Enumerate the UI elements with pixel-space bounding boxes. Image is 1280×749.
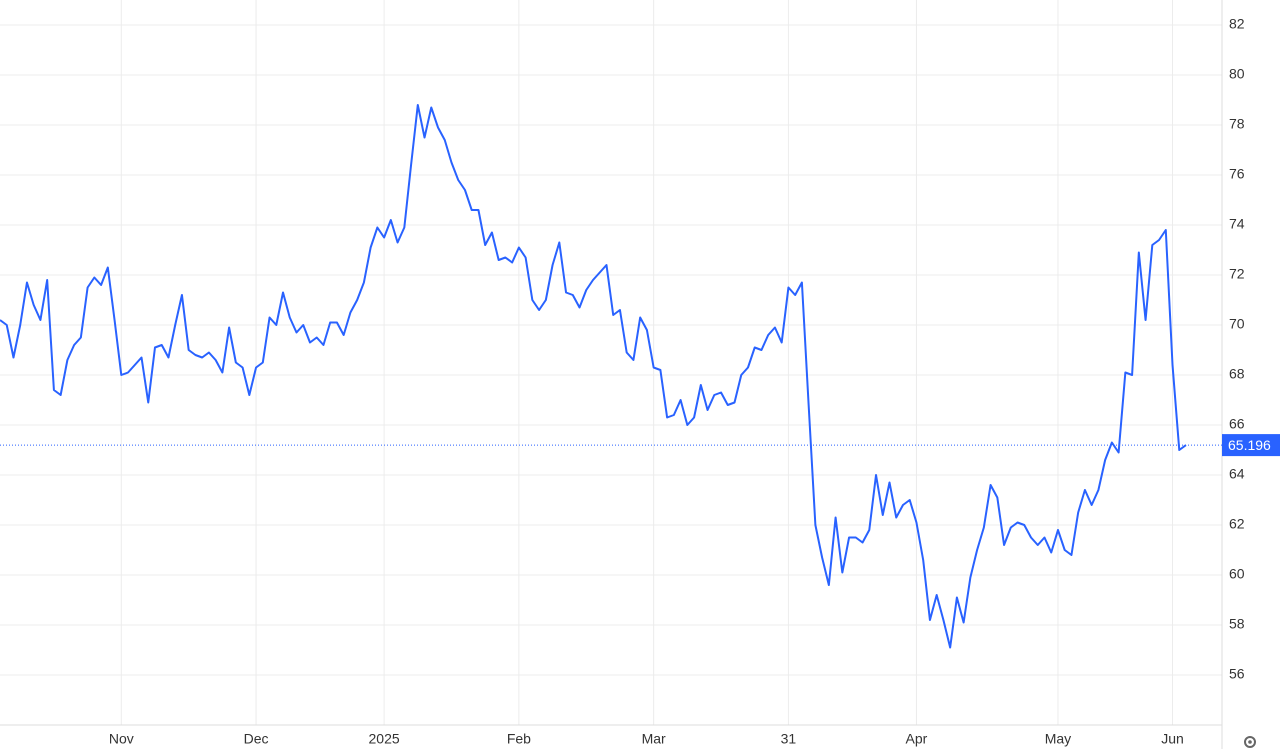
last-value-tag <box>1222 434 1280 457</box>
y-tick-label: 68 <box>1229 366 1245 382</box>
x-tick-label: Dec <box>244 731 269 747</box>
x-tick-label: May <box>1045 731 1071 747</box>
y-tick-label: 78 <box>1229 116 1245 132</box>
y-tick-label: 74 <box>1229 216 1245 232</box>
y-tick-label: 64 <box>1229 466 1245 482</box>
y-tick-label: 82 <box>1229 16 1245 32</box>
y-tick-label: 60 <box>1229 566 1245 582</box>
price-line <box>0 104 1187 649</box>
settings-icon[interactable] <box>1244 736 1256 748</box>
x-tick-label: Jun <box>1161 731 1184 747</box>
y-tick-label: 56 <box>1229 666 1245 682</box>
gear-hub <box>1248 740 1252 744</box>
y-tick-label: 80 <box>1229 66 1245 82</box>
x-tick-label: 31 <box>781 731 797 747</box>
last-value-label: 65.196 <box>1228 437 1271 453</box>
x-tick-label: 2025 <box>369 731 400 747</box>
x-tick-label: Nov <box>109 731 134 747</box>
y-tick-label: 70 <box>1229 316 1245 332</box>
y-tick-label: 66 <box>1229 416 1245 432</box>
x-tick-label: Apr <box>906 731 928 747</box>
x-tick-label: Mar <box>642 731 666 747</box>
y-tick-label: 76 <box>1229 166 1245 182</box>
gear <box>1244 736 1256 748</box>
x-tick-label: Feb <box>507 731 531 747</box>
y-tick-label: 58 <box>1229 616 1245 632</box>
y-tick-label: 72 <box>1229 266 1245 282</box>
y-tick-label: 62 <box>1229 516 1245 532</box>
